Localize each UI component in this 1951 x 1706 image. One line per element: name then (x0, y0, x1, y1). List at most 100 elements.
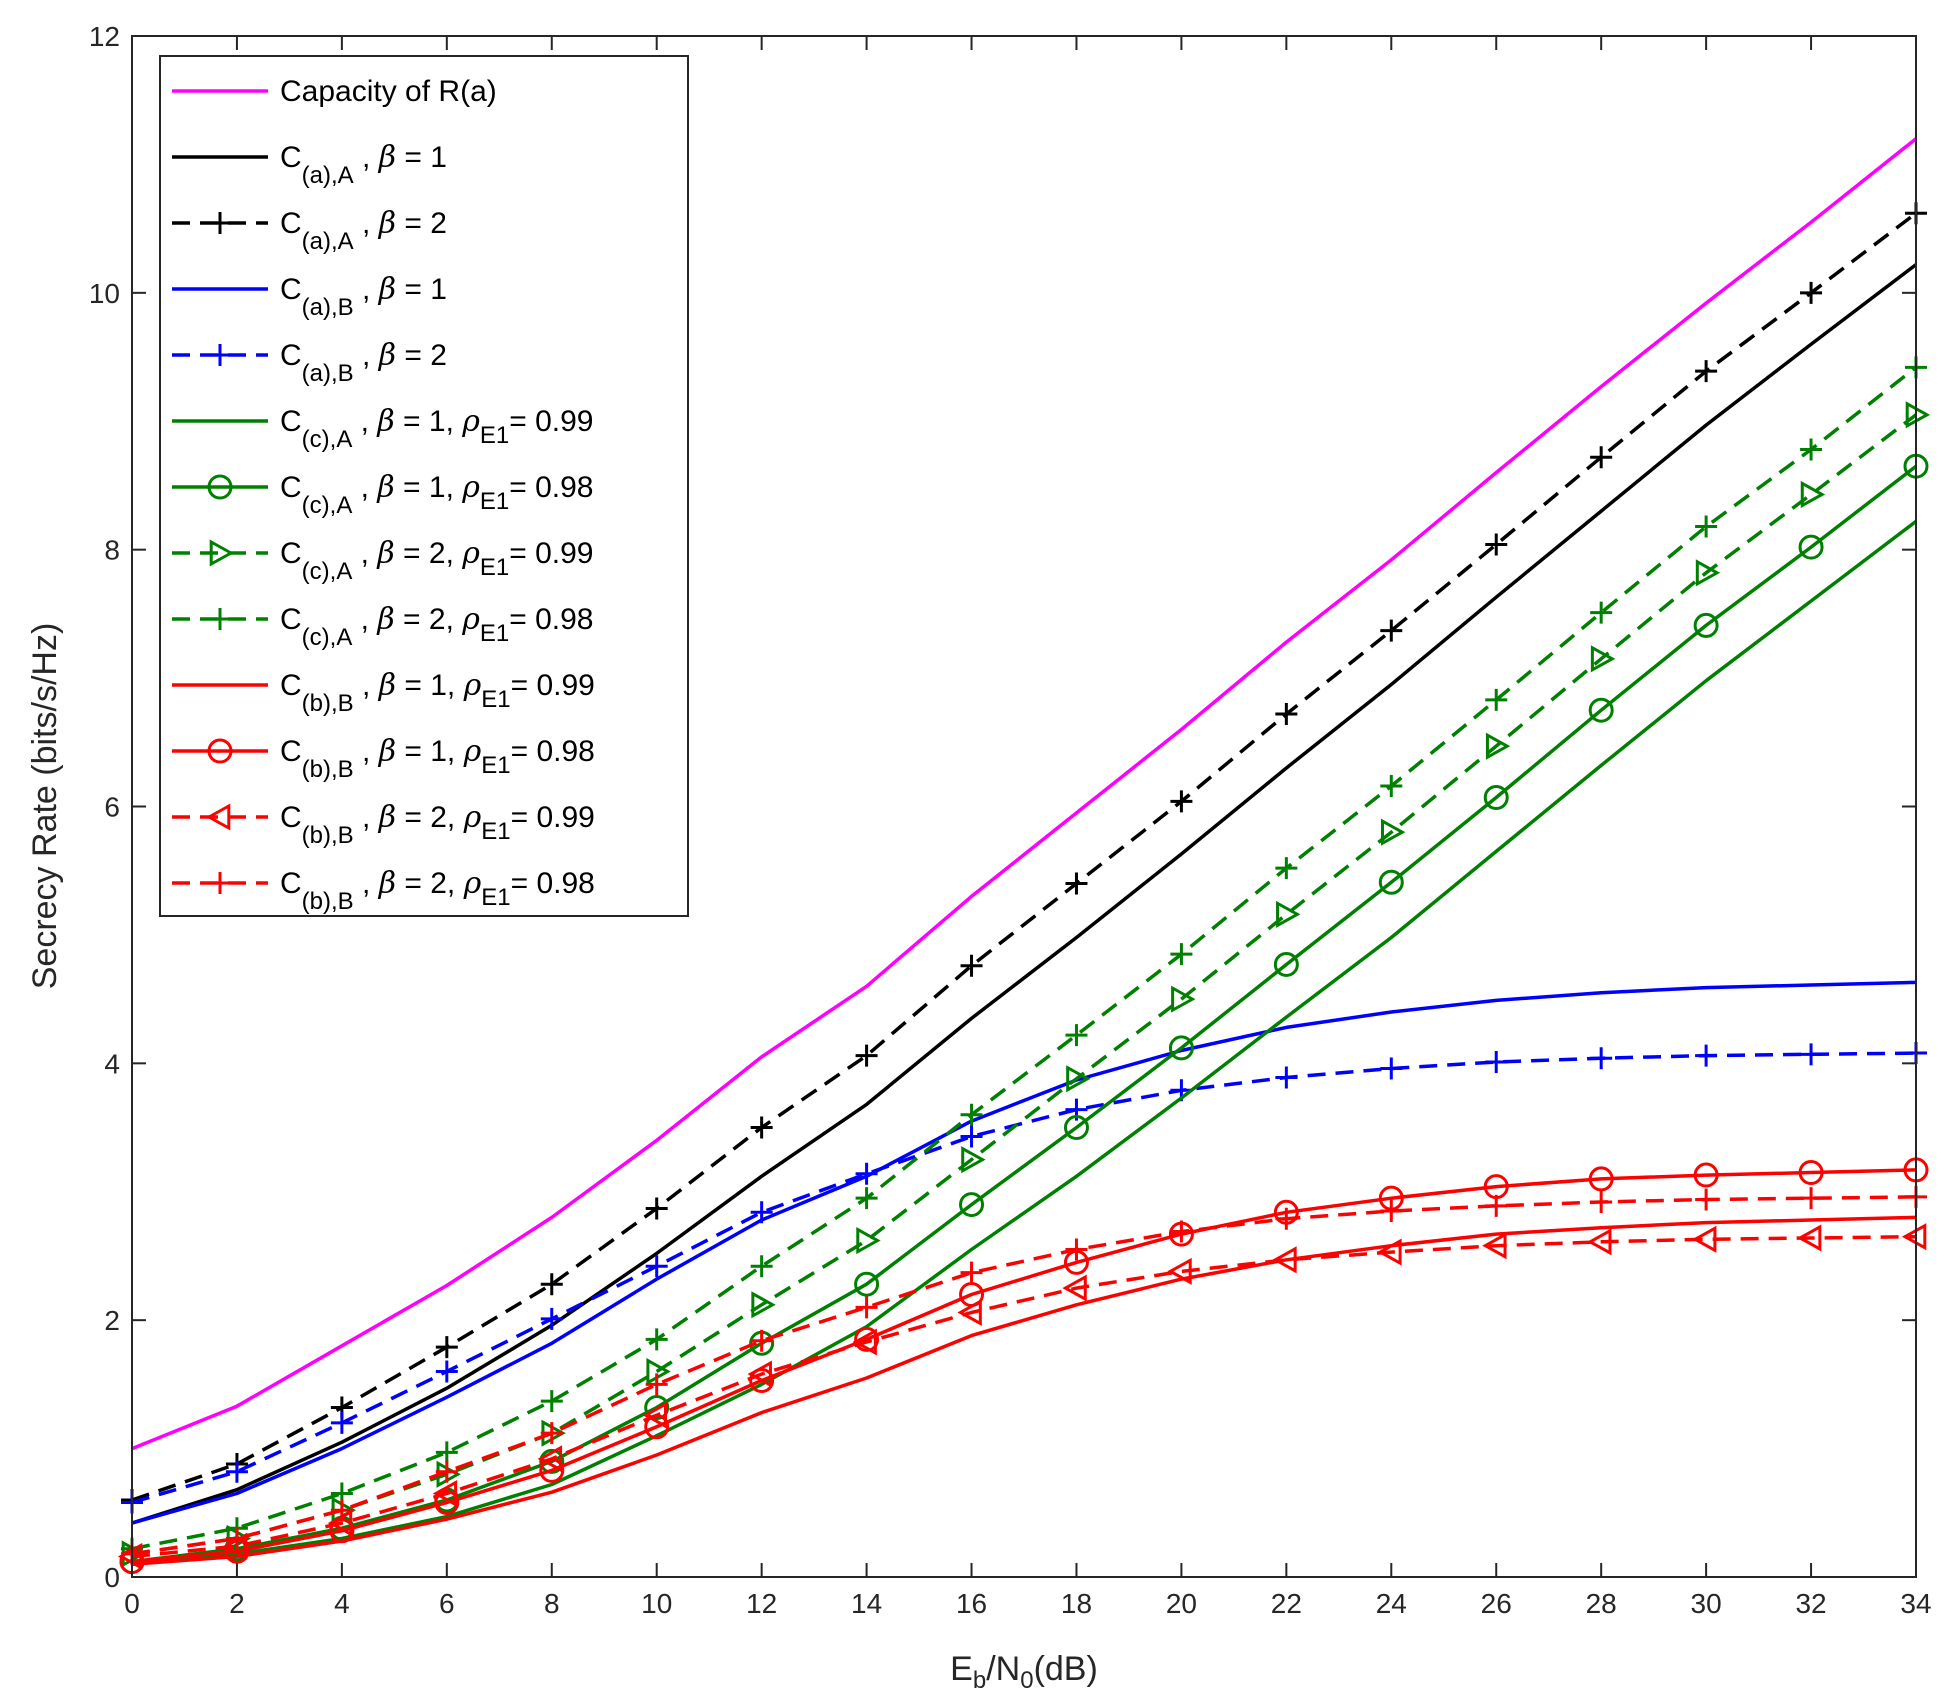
legend-label: C(b),B , β = 1, ρE1= 0.98 (280, 734, 595, 783)
legend-entry: C(c),A , β = 1, ρE1= 0.98 (172, 470, 594, 519)
data-point (1588, 697, 1614, 723)
x-tick-label: 32 (1795, 1588, 1826, 1619)
data-point (1272, 1246, 1297, 1274)
x-axis-label: Eb/N0(dB) (950, 1650, 1098, 1694)
y-axis-label: Secrecy Rate (bits/s/Hz) (26, 623, 64, 990)
x-tick-label: 14 (851, 1588, 882, 1619)
data-point (1380, 1200, 1403, 1223)
legend-marker (209, 608, 231, 630)
series-line (131, 980, 1917, 1525)
series-1-capacity-of-r-a (131, 137, 1918, 1451)
data-point (645, 1373, 668, 1396)
data-point (960, 1103, 983, 1126)
legend-label: C(a),B , β = 2 (280, 338, 447, 387)
data-point (1275, 1066, 1298, 1089)
legend-marker (207, 738, 233, 764)
legend-label: C(a),A , β = 2 (280, 206, 447, 255)
data-point (1798, 534, 1824, 560)
data-point (960, 1125, 983, 1148)
x-tick-label: 28 (1586, 1588, 1617, 1619)
data-point (1590, 446, 1613, 469)
data-point (855, 1162, 878, 1185)
data-point (960, 1261, 983, 1284)
data-point (330, 1499, 353, 1522)
data-point (1276, 900, 1301, 928)
data-point (1170, 943, 1193, 966)
data-point (1693, 1162, 1719, 1188)
series-2-c-a-a-1 (131, 263, 1918, 1525)
data-point (330, 1411, 353, 1434)
series-line (131, 137, 1918, 1451)
series-line (131, 520, 1918, 1566)
legend-label: C(c),A , β = 1, ρE1= 0.98 (280, 470, 594, 519)
data-point (1378, 869, 1404, 895)
x-tick-label: 20 (1166, 1588, 1197, 1619)
data-point (1065, 1238, 1088, 1261)
x-tick-label: 22 (1271, 1588, 1302, 1619)
legend-marker (207, 474, 233, 500)
data-point (1695, 1044, 1718, 1067)
x-tick-label: 12 (746, 1588, 777, 1619)
data-point (750, 1116, 773, 1139)
legend-label: C(c),A , β = 2, ρE1= 0.99 (280, 536, 594, 585)
data-point (645, 1255, 668, 1278)
data-point (1800, 1187, 1823, 1210)
x-tick-label: 34 (1900, 1588, 1931, 1619)
data-point (959, 1192, 985, 1218)
data-point (1590, 645, 1616, 673)
legend-marker (209, 212, 231, 234)
data-point (642, 1401, 668, 1429)
y-tick-label: 6 (104, 792, 120, 823)
y-tick-label: 12 (89, 21, 120, 52)
data-point (1275, 1207, 1298, 1230)
series-13-c-b-b-2-e1-0-98 (121, 1185, 1927, 1565)
series-3-c-a-a-2 (121, 202, 1927, 1511)
legend-label: Capacity of R(a) (280, 75, 497, 108)
data-point (1168, 1035, 1194, 1061)
series-line (131, 263, 1918, 1525)
data-point (1695, 1188, 1718, 1211)
legend-entry: C(b),B , β = 1, ρE1= 0.99 (172, 668, 595, 717)
data-point (1590, 1191, 1613, 1214)
data-point (1275, 703, 1298, 726)
data-point (1171, 985, 1196, 1013)
series-line (131, 413, 1918, 1556)
x-tick-label: 26 (1481, 1588, 1512, 1619)
data-point (960, 954, 983, 977)
data-point (1800, 1043, 1823, 1066)
data-point (1485, 688, 1508, 711)
data-point (747, 1360, 772, 1388)
data-point (751, 1291, 776, 1319)
data-point (435, 1460, 458, 1483)
data-point (852, 1328, 877, 1356)
data-point (540, 1390, 563, 1413)
data-point (856, 1226, 881, 1255)
data-point (1485, 533, 1508, 556)
data-point (225, 1527, 248, 1550)
data-point (1380, 619, 1403, 642)
data-point (1798, 1159, 1824, 1185)
legend-entry: C(a),B , β = 1 (172, 272, 447, 321)
series-line (131, 1215, 1917, 1566)
y-tick-label: 4 (104, 1048, 120, 1079)
series-layer (117, 137, 1931, 1575)
legend-entry: C(c),A , β = 2, ρE1= 0.98 (172, 602, 594, 651)
legend-label: C(a),B , β = 1 (280, 272, 447, 321)
data-point (1066, 1065, 1091, 1093)
data-point (855, 1296, 878, 1319)
series-10-c-b-b-1-e1-0-99 (131, 1215, 1917, 1566)
data-point (1695, 515, 1718, 538)
data-point (1800, 281, 1823, 304)
x-tick-label: 10 (641, 1588, 672, 1619)
y-tick-label: 8 (104, 535, 120, 566)
x-tick-label: 18 (1061, 1588, 1092, 1619)
legend-marker (209, 872, 231, 894)
x-tick-label: 30 (1691, 1588, 1722, 1619)
legend-entry: C(a),A , β = 1 (172, 140, 447, 189)
legend-label: C(c),A , β = 1, ρE1= 0.99 (280, 404, 594, 453)
data-point (1695, 360, 1718, 383)
x-tick-label: 16 (956, 1588, 987, 1619)
data-point (750, 1201, 773, 1224)
